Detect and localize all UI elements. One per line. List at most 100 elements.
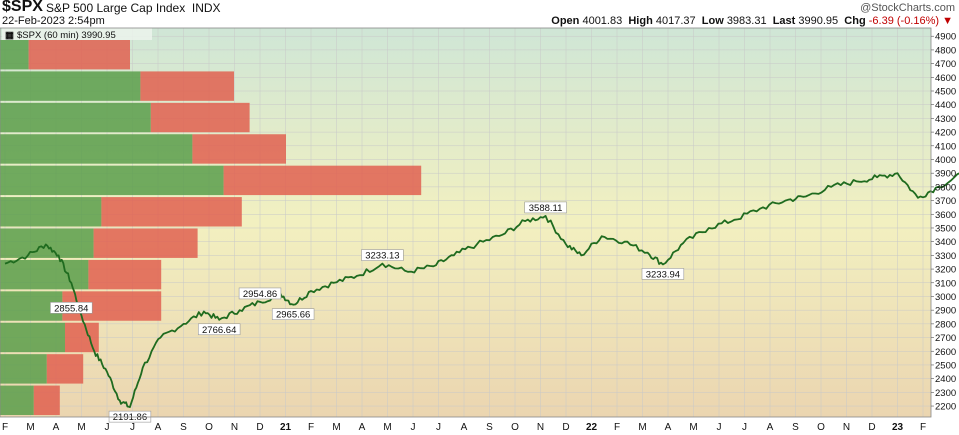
high-value: 4017.37 — [655, 15, 696, 27]
y-tick-label: 3200 — [935, 265, 956, 276]
volume-up-bar — [0, 322, 65, 353]
annotation-box — [238, 287, 282, 300]
y-tick-label: 3000 — [935, 292, 956, 303]
annotation-box — [198, 323, 241, 336]
y-tick-label: 2800 — [935, 319, 956, 330]
y-tick-label: 3100 — [935, 278, 956, 289]
x-tick-label: J — [436, 422, 441, 433]
x-tick-label: D — [868, 422, 875, 433]
index-name: S&P 500 Large Cap Index — [46, 1, 186, 15]
y-tick-label: 3500 — [935, 223, 956, 234]
x-tick-label: 23 — [892, 422, 904, 433]
annotation-label: 2965.66 — [276, 310, 310, 321]
x-tick-label: S — [180, 422, 187, 433]
volume-up-bar — [0, 354, 47, 384]
x-tick-label: F — [920, 422, 926, 433]
annotation-label: 2766.64 — [202, 325, 236, 336]
volume-up-bar — [0, 165, 224, 196]
annotation-box — [50, 302, 93, 314]
x-tick-label: N — [843, 422, 850, 433]
annotation-label: 3233.13 — [365, 251, 399, 262]
x-tick-label: J — [717, 422, 722, 433]
annotation-box — [361, 249, 404, 261]
price-series — [4, 172, 959, 408]
x-tick-label: M — [383, 422, 391, 433]
x-tick-label: F — [308, 422, 314, 433]
volume-down-bar — [192, 134, 286, 164]
volume-down-bar — [223, 165, 422, 196]
y-tick-label: 2400 — [935, 374, 956, 385]
y-tick-label: 3300 — [935, 251, 956, 262]
y-axis: 2200 2300 2400 2500 2600 2700 2800 2900 3000 3100… — [931, 32, 956, 413]
x-tick-label: M — [689, 422, 697, 433]
x-tick-label: A — [53, 422, 60, 433]
chg-value: -6.39 (-0.16%) — [868, 15, 940, 27]
x-tick-label: O — [511, 422, 519, 433]
annotation-box — [641, 268, 685, 280]
x-tick-label: N — [537, 422, 544, 433]
annotation-label: 3233.94 — [646, 269, 680, 280]
y-tick-label: 2600 — [935, 347, 956, 358]
symbol-description: S&P 500 Large Cap Index INDX — [46, 1, 221, 15]
annotation-box — [524, 201, 567, 214]
volume-up-bar — [0, 134, 193, 164]
y-tick-label: 3600 — [935, 210, 956, 221]
high-label: High — [628, 15, 653, 27]
volume-down-bar — [28, 40, 131, 70]
x-tick-label: J — [105, 422, 110, 433]
volume-up-bar — [0, 102, 151, 133]
y-tick-label: 3800 — [935, 182, 956, 193]
y-tick-label: 4600 — [935, 73, 956, 84]
chart-timestamp: 22-Feb-2023 2:54pm — [2, 15, 105, 27]
y-tick-label: 4500 — [935, 87, 956, 98]
x-tick-label: A — [767, 422, 774, 433]
x-tick-label: 21 — [280, 422, 292, 433]
volume-down-bar — [33, 385, 60, 415]
chart-legend: ▦ $SPX (60 min) 3990.95 — [2, 28, 152, 41]
y-tick-label: 4700 — [935, 59, 956, 70]
x-tick-label: J — [130, 422, 135, 433]
symbol[interactable]: $SPX — [2, 0, 43, 15]
y-tick-label: 3700 — [935, 196, 956, 207]
y-tick-label: 4100 — [935, 141, 956, 152]
x-tick-label: A — [359, 422, 366, 433]
annotation-label: 3588.11 — [529, 203, 563, 214]
volume-down-bar — [93, 228, 198, 258]
volume-up-bar — [0, 385, 34, 415]
volume-up-bar — [0, 71, 141, 101]
candlestick-icon: ▦ — [5, 30, 14, 41]
volume-down-bar — [101, 197, 242, 227]
y-tick-label: 2200 — [935, 402, 956, 413]
y-tick-label: 4400 — [935, 100, 956, 111]
x-tick-label: M — [638, 422, 646, 433]
x-tick-label: M — [332, 422, 340, 433]
open-value: 4001.83 — [582, 15, 623, 27]
brand-watermark: @StockCharts.com — [860, 2, 955, 14]
x-tick-label: M — [77, 422, 85, 433]
x-tick-label: A — [461, 422, 468, 433]
chart-header: $SPX S&P 500 Large Cap Index INDX 22-Feb… — [0, 0, 959, 28]
volume-down-bar — [140, 71, 234, 101]
y-tick-label: 2900 — [935, 306, 956, 317]
y-tick-label: 2700 — [935, 333, 956, 344]
x-tick-label: A — [155, 422, 162, 433]
plot-frame — [0, 27, 932, 418]
x-tick-label: D — [256, 422, 263, 433]
y-tick-label: 4200 — [935, 128, 956, 139]
last-label: Last — [772, 15, 796, 27]
x-tick-label: A — [665, 422, 672, 433]
volume-down-bar — [150, 102, 250, 133]
volume-down-bar — [88, 259, 162, 290]
x-tick-label: J — [411, 422, 416, 433]
annotation-label: 2191.86 — [113, 412, 147, 423]
y-tick-label: 3900 — [935, 169, 956, 180]
annotation-box — [271, 308, 315, 320]
x-tick-label: O — [817, 422, 825, 433]
y-tick-label: 4000 — [935, 155, 956, 166]
y-tick-label: 4800 — [935, 45, 956, 56]
quote-summary: Open 4001.83 High 4017.37 Low 3983.31 La… — [551, 15, 953, 27]
x-tick-label: M — [26, 422, 34, 433]
y-tick-label: 2500 — [935, 360, 956, 371]
open-label: Open — [551, 15, 580, 27]
